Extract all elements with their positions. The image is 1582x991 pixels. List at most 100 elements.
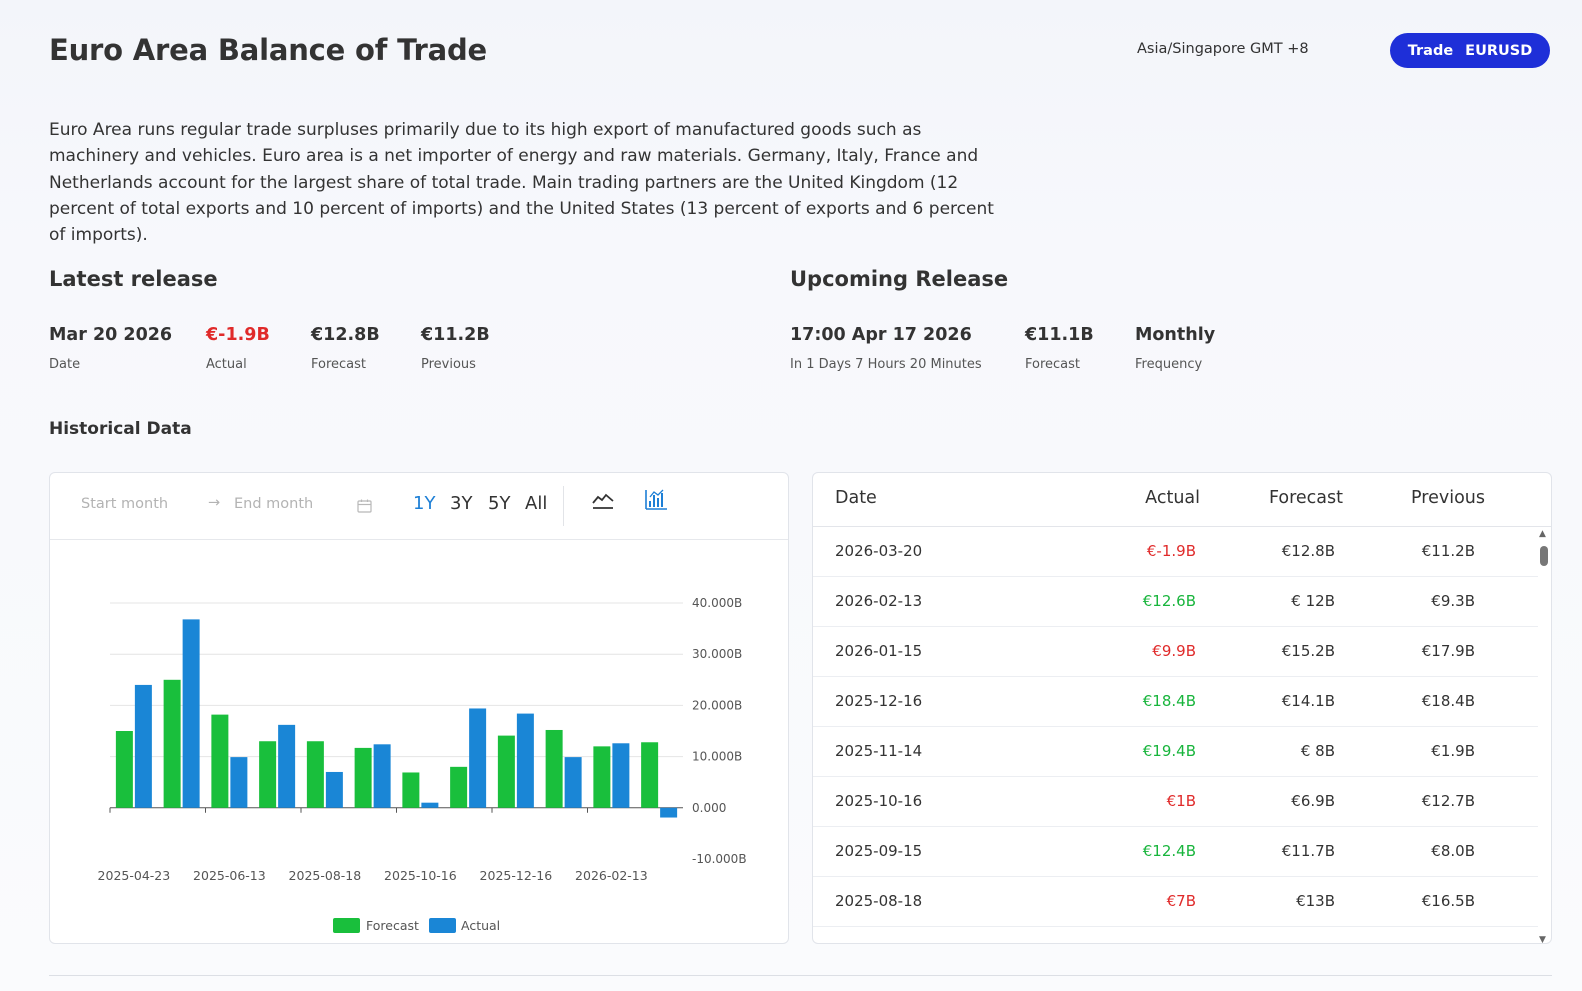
range-all-button[interactable]: All (525, 493, 548, 514)
forecast-bar (545, 729, 563, 808)
row-date: 2025-10-16 (835, 792, 923, 810)
page-title: Euro Area Balance of Trade (49, 33, 487, 67)
range-1y-button[interactable]: 1Y (413, 493, 436, 514)
row-forecast: € 8B (1300, 742, 1335, 760)
scroll-down-icon[interactable]: ▼ (1539, 935, 1546, 944)
start-month-input[interactable]: Start month (81, 496, 169, 512)
chart-card: Start month → End month 1Y 3Y 5Y All 40.… (49, 472, 789, 944)
row-forecast: €11.7B (1281, 842, 1335, 860)
trade-eurusd-button[interactable]: Trade EURUSD (1390, 33, 1550, 68)
timezone-label[interactable]: Asia/Singapore GMT +8 (1137, 41, 1309, 57)
row-date: 2026-02-13 (835, 592, 923, 610)
row-date: 2025-11-14 (835, 742, 923, 760)
x-tick-label: 2026-02-13 (575, 868, 648, 883)
line-chart-icon[interactable] (592, 491, 614, 515)
row-forecast: €15.2B (1281, 642, 1335, 660)
row-forecast: € 12B (1291, 592, 1335, 610)
calendar-icon[interactable] (357, 499, 372, 517)
forecast-bar (163, 679, 181, 808)
row-previous: €8.0B (1431, 842, 1475, 860)
forecast-bar (497, 735, 515, 808)
arrow-right-icon: → (208, 495, 221, 511)
row-actual: €12.6B (1142, 592, 1196, 610)
x-tick-label: 2025-10-16 (384, 868, 457, 883)
col-date-header[interactable]: Date (835, 488, 877, 508)
y-tick-label: -10.000B (692, 852, 747, 866)
forecast-bar (402, 772, 420, 808)
row-date: 2026-01-15 (835, 642, 923, 660)
x-tick-label: 2025-08-18 (289, 868, 362, 883)
latest-actual-label: Actual (206, 357, 247, 372)
range-5y-button[interactable]: 5Y (488, 493, 511, 514)
latest-previous: €11.2B (421, 325, 490, 345)
y-tick-label: 10.000B (692, 750, 742, 764)
actual-bar (134, 684, 152, 808)
scroll-up-icon[interactable]: ▲ (1539, 529, 1546, 539)
y-tick-label: 0.000 (692, 801, 726, 815)
upcoming-forecast-label: Forecast (1025, 357, 1081, 372)
table-row: 2025-09-15 €12.4B €11.7B €8.0B (813, 827, 1538, 877)
row-actual: €7B (1166, 892, 1196, 910)
row-date: 2025-08-18 (835, 892, 923, 910)
y-tick-label: 30.000B (692, 647, 742, 661)
latest-forecast: €12.8B (311, 325, 380, 345)
actual-bar (325, 771, 343, 808)
actual-bar (564, 757, 582, 808)
table-scrollbar[interactable]: ▲ ▼ (1536, 527, 1551, 944)
historical-table: Date Actual Forecast Previous 2026-03-20… (812, 472, 1552, 944)
latest-previous-label: Previous (421, 357, 476, 372)
table-row: 2026-02-13 €12.6B € 12B €9.3B (813, 577, 1538, 627)
table-row: 2026-03-20 €-1.9B €12.8B €11.2B (813, 527, 1538, 577)
y-tick-label: 20.000B (692, 698, 742, 712)
actual-bar (612, 743, 630, 808)
row-forecast: €6.9B (1291, 792, 1335, 810)
upcoming-frequency-label: Frequency (1135, 357, 1203, 372)
latest-date: Mar 20 2026 (49, 325, 173, 345)
bottom-divider (49, 975, 1552, 976)
table-row: 2025-11-14 €19.4B € 8B €1.9B (813, 727, 1538, 777)
col-actual-header[interactable]: Actual (1145, 488, 1200, 508)
range-3y-button[interactable]: 3Y (450, 493, 473, 514)
x-tick-label: 2025-12-16 (480, 868, 553, 883)
x-tick-label: 2025-06-13 (193, 868, 266, 883)
forecast-bar (354, 747, 372, 808)
row-forecast: €13B (1296, 892, 1335, 910)
upcoming-frequency: Monthly (1135, 325, 1216, 345)
chart-toolbar: Start month → End month 1Y 3Y 5Y All (50, 473, 788, 540)
row-previous: €17.9B (1421, 642, 1475, 660)
row-actual: €18.4B (1142, 692, 1196, 710)
toolbar-divider (563, 486, 564, 526)
scrollbar-thumb[interactable] (1540, 546, 1548, 566)
table-header: Date Actual Forecast Previous (813, 473, 1551, 527)
forecast-bar (259, 741, 277, 808)
actual-bar (182, 619, 200, 808)
col-previous-header[interactable]: Previous (1411, 488, 1485, 508)
latest-forecast-label: Forecast (311, 357, 367, 372)
row-previous: €16.5B (1421, 892, 1475, 910)
bar-chart: 40.000B 30.000B 20.000B 10.000B 0.000 -10.000… (98, 596, 747, 933)
forecast-bar (641, 742, 659, 808)
bar-chart-icon[interactable] (644, 489, 668, 515)
upcoming-datetime: 17:00 Apr 17 2026 (790, 325, 972, 345)
historical-data-heading: Historical Data (49, 419, 192, 439)
latest-release-heading: Latest release (49, 267, 218, 291)
actual-bar (421, 802, 439, 808)
legend-actual-label: Actual (461, 918, 500, 933)
row-actual: €9.9B (1152, 642, 1196, 660)
actual-bar (373, 744, 391, 808)
row-forecast: €12.8B (1281, 542, 1335, 560)
trade-label: Trade (1407, 42, 1454, 59)
row-previous: €11.2B (1421, 542, 1475, 560)
actual-bar (660, 807, 678, 818)
row-previous: €1.9B (1431, 742, 1475, 760)
row-previous: €9.3B (1431, 592, 1475, 610)
forecast-bar (593, 746, 611, 808)
upcoming-forecast: €11.1B (1025, 325, 1094, 345)
row-actual: €19.4B (1142, 742, 1196, 760)
end-month-input[interactable]: End month (234, 496, 314, 512)
col-forecast-header[interactable]: Forecast (1268, 488, 1343, 508)
table-row: 2026-01-15 €9.9B €15.2B €17.9B (813, 627, 1538, 677)
row-date: 2025-09-15 (835, 842, 923, 860)
upcoming-countdown: In 1 Days 7 Hours 20 Minutes (790, 357, 982, 372)
actual-bar (516, 713, 534, 808)
